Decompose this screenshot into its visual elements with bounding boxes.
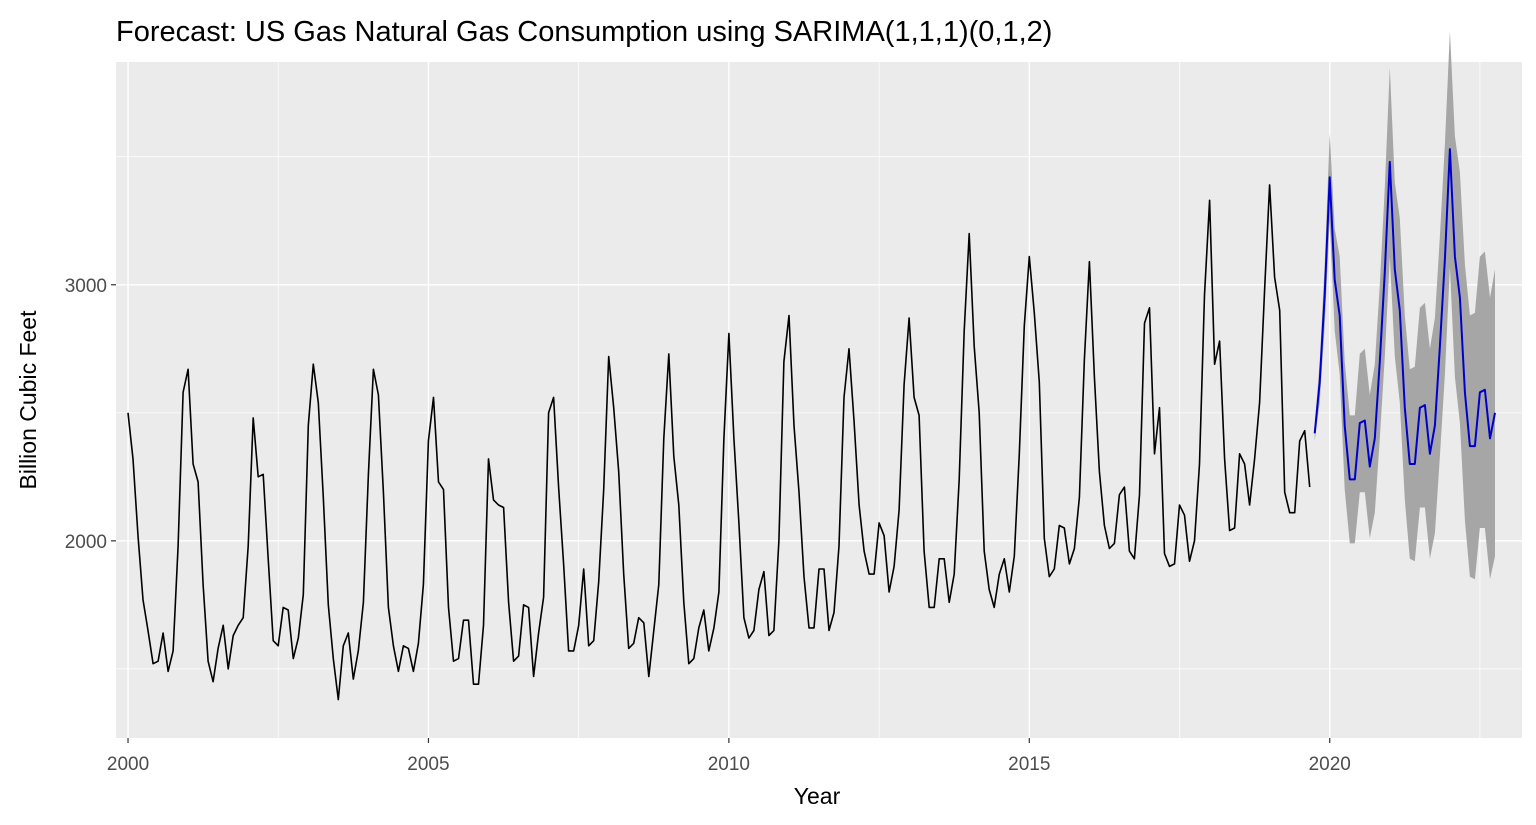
x-tick-label: 2015 — [1008, 754, 1050, 775]
x-axis-ticks: 2000 2005 2010 2015 2020 — [107, 738, 1351, 775]
x-tick-label: 2005 — [407, 754, 449, 775]
x-tick-label: 2010 — [708, 754, 750, 775]
chart-title: Forecast: US Gas Natural Gas Consumption… — [116, 16, 1052, 48]
observed-series-line — [127, 184, 1311, 701]
forecast-series-line — [1313, 148, 1496, 481]
y-axis-ticks: 2000 3000 — [65, 276, 116, 553]
plot-panel — [116, 62, 1522, 738]
x-tick-label: 2020 — [1309, 754, 1351, 775]
x-axis-title: Year — [794, 783, 841, 809]
y-tick-label: 3000 — [65, 276, 107, 297]
y-axis-title: Billion Cubic Feet — [15, 310, 41, 490]
series-lines — [127, 148, 1496, 701]
gridlines — [116, 62, 1522, 738]
y-tick-label: 2000 — [65, 532, 107, 553]
x-tick-label: 2000 — [107, 754, 149, 775]
